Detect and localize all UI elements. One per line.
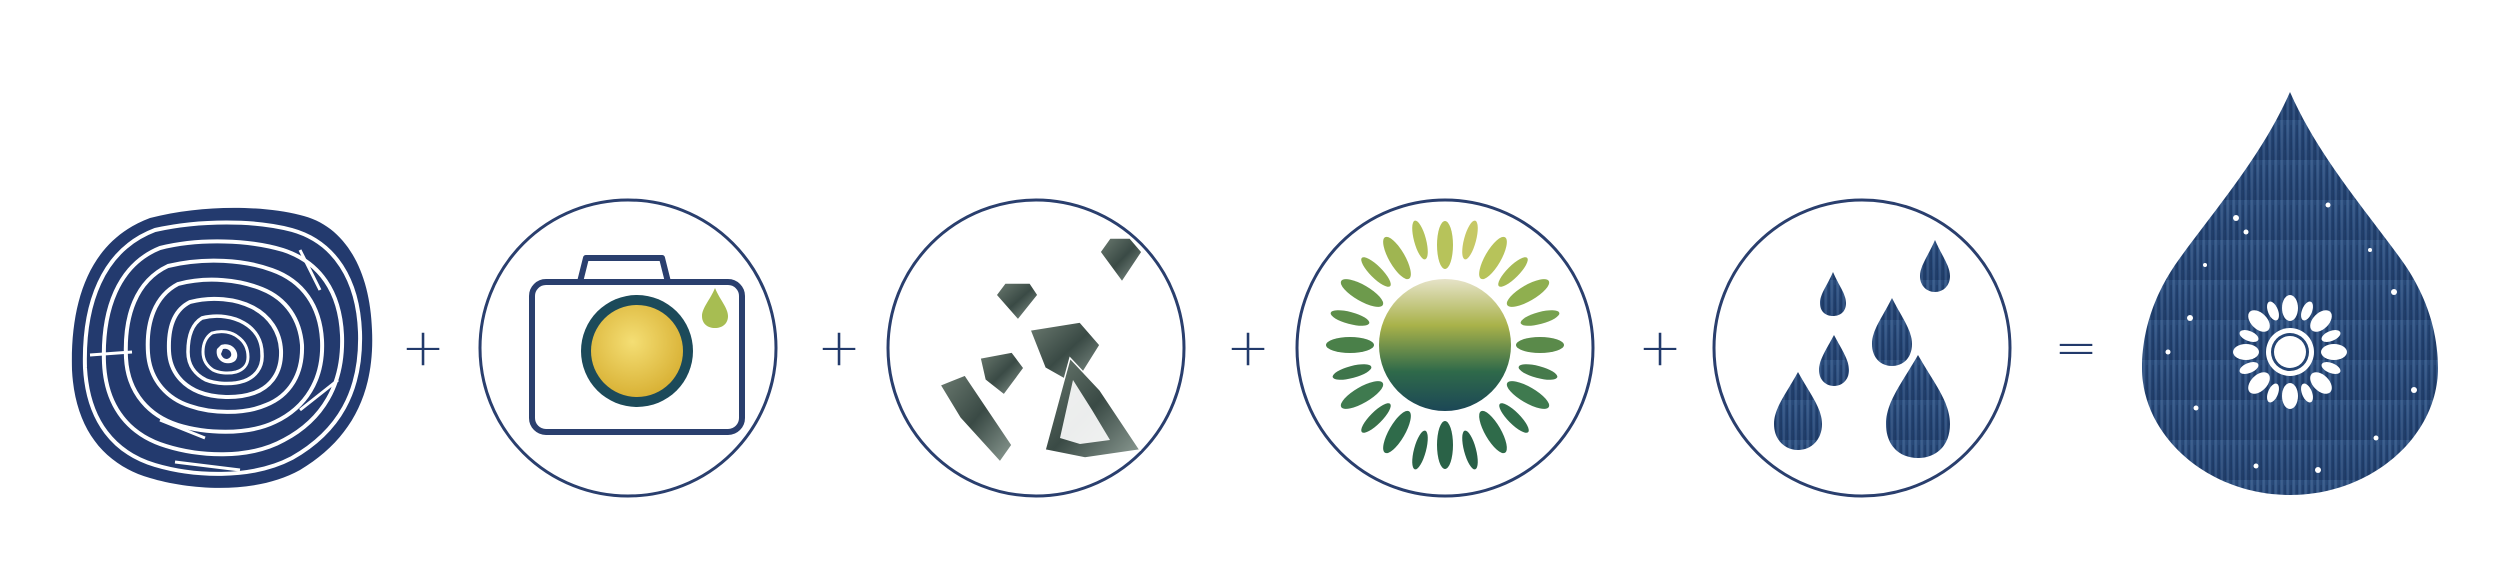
sun-rays — [1326, 220, 1564, 470]
tree-rings-icon — [71, 207, 373, 488]
gems-icon — [886, 198, 1186, 498]
plus-sign: + — [1226, 318, 1270, 378]
plus-sign: + — [817, 318, 861, 378]
drop-sun-symbol — [2233, 295, 2347, 409]
water-drop-sun-icon — [2142, 92, 2438, 495]
plus-sign: + — [401, 318, 445, 378]
equals-sign: = — [2054, 318, 2098, 378]
plus-sign: + — [1638, 318, 1682, 378]
camera-icon — [478, 198, 778, 498]
sun-icon — [1295, 198, 1595, 498]
water-drops-icon — [1712, 198, 2012, 498]
drop-sparkles — [2165, 202, 2417, 473]
